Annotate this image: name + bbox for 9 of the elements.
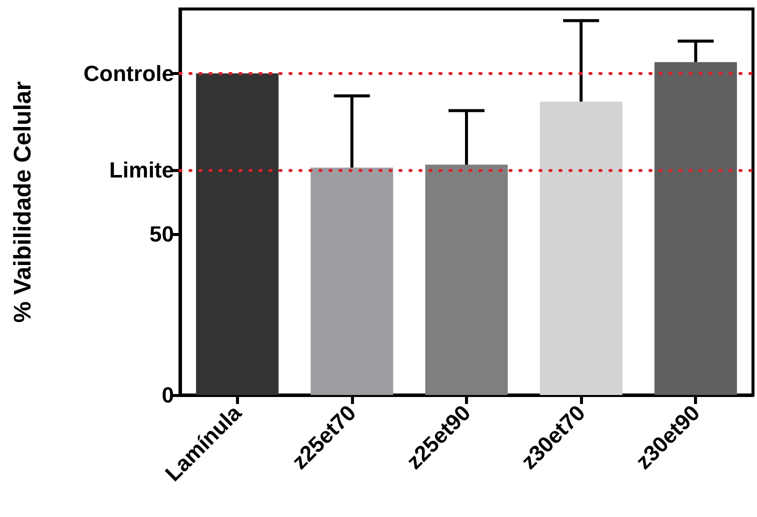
bar bbox=[540, 102, 622, 395]
bar bbox=[196, 73, 279, 395]
y-tick-label: Limite bbox=[109, 157, 174, 182]
y-tick-label: Controle bbox=[84, 60, 174, 86]
bar bbox=[425, 164, 508, 395]
bar bbox=[654, 62, 737, 395]
y-axis-title: % Vaibilidade Celular bbox=[10, 81, 36, 323]
y-tick-label: 50 bbox=[150, 222, 174, 247]
bar bbox=[310, 168, 394, 395]
